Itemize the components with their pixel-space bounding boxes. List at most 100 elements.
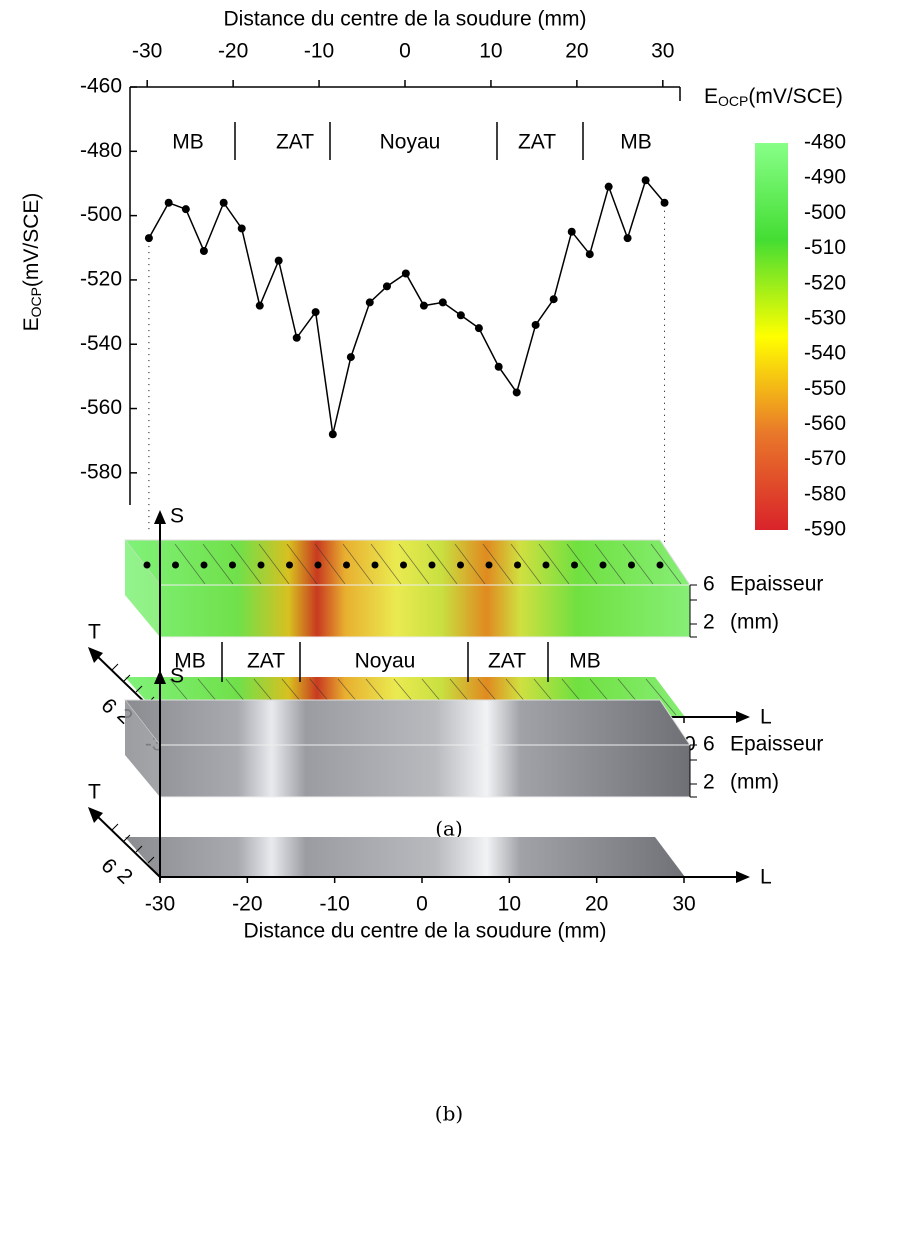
probe-point xyxy=(229,561,236,569)
point xyxy=(199,246,208,255)
tick xyxy=(135,685,143,693)
point xyxy=(660,198,669,207)
colorbar-tick-label: -520 xyxy=(804,271,846,294)
x-axis-title: Distance du centre de la soudure (mm) xyxy=(224,8,587,31)
contour-line xyxy=(370,543,402,585)
point xyxy=(144,234,153,243)
arrow xyxy=(154,670,166,684)
point xyxy=(474,324,483,333)
point xyxy=(237,224,246,233)
probe-point xyxy=(457,561,464,569)
contour-line xyxy=(454,543,486,585)
depth-tick-label: 2 xyxy=(112,864,137,889)
colorbar-tick-label: -570 xyxy=(804,447,846,470)
point xyxy=(419,301,428,310)
point xyxy=(164,198,173,207)
y-tick-label: -560 xyxy=(80,396,122,419)
slab-front xyxy=(159,744,691,798)
point xyxy=(641,176,650,185)
arrow xyxy=(736,871,750,883)
tick xyxy=(123,674,131,682)
thickness-tick-label: 2 xyxy=(703,611,715,634)
colorbar-tick-label: -480 xyxy=(804,131,846,154)
axis-letter: L xyxy=(760,866,772,889)
probe-point xyxy=(314,561,322,569)
slab-front xyxy=(159,584,691,638)
axis-letter: T xyxy=(88,781,101,804)
axis-letter: S xyxy=(170,505,184,528)
colorbar-tick-label: -490 xyxy=(804,166,846,189)
contour-line xyxy=(510,543,542,585)
point xyxy=(512,388,521,397)
x-tick-label: -10 xyxy=(319,893,349,916)
point xyxy=(311,308,320,317)
point xyxy=(567,227,576,236)
axis-letter: L xyxy=(760,706,772,729)
colorbar xyxy=(755,143,788,530)
region-label: Noyau xyxy=(355,650,416,673)
point xyxy=(365,298,374,307)
probe-point xyxy=(599,561,607,569)
point xyxy=(382,282,391,291)
contour-line xyxy=(594,543,626,585)
point xyxy=(292,333,301,342)
colorbar-tick-label: -500 xyxy=(804,201,846,224)
y-axis-title: EOCP(mV/SCE) xyxy=(20,193,44,332)
slab-side xyxy=(125,540,160,637)
point xyxy=(456,311,465,320)
probe-point xyxy=(656,561,664,569)
x-tick-label: -20 xyxy=(218,40,248,63)
thickness-label: Epaisseur xyxy=(730,733,823,756)
slab-bottom xyxy=(125,837,685,877)
probe-point xyxy=(371,561,379,569)
point xyxy=(328,430,337,439)
contour-line xyxy=(286,543,318,585)
region-label: ZAT xyxy=(488,650,526,673)
point xyxy=(623,234,632,243)
tick xyxy=(111,823,119,831)
y-tick-label: -460 xyxy=(80,75,122,98)
point xyxy=(274,256,283,265)
probe-point xyxy=(200,561,208,569)
contour-line xyxy=(174,543,206,585)
probe-point xyxy=(343,561,350,569)
x-tick-label: 20 xyxy=(585,893,608,916)
probe-point xyxy=(400,561,407,569)
point xyxy=(346,353,355,362)
contour-line xyxy=(398,543,430,585)
region-label: ZAT xyxy=(276,131,314,154)
colorbar-tick-label: -560 xyxy=(804,412,846,435)
y-tick-label: -520 xyxy=(80,267,122,290)
region-label: MB xyxy=(174,650,206,673)
tick xyxy=(135,845,143,853)
colorbar-tick-label: -540 xyxy=(804,342,846,365)
probe-point xyxy=(628,561,635,569)
y-tick-label: -480 xyxy=(80,139,122,162)
contour-line xyxy=(314,543,346,585)
probe-point xyxy=(257,561,265,569)
contour-line xyxy=(202,543,234,585)
colorbar-tick-label: -510 xyxy=(804,236,846,259)
point xyxy=(585,250,594,259)
x-tick-label: 10 xyxy=(498,893,521,916)
t-axis xyxy=(95,814,161,878)
point xyxy=(531,320,540,329)
probe-point xyxy=(428,561,436,569)
colorbar-title-sub: OCP xyxy=(718,93,748,109)
y-axis-title-main: E xyxy=(20,317,43,331)
line xyxy=(148,178,666,435)
y-tick-label: -540 xyxy=(80,332,122,355)
point xyxy=(401,269,410,278)
contour-line xyxy=(230,543,262,585)
point xyxy=(181,205,190,214)
colorbar-tick-label: -550 xyxy=(804,377,846,400)
point xyxy=(255,301,264,310)
thickness-label: Epaisseur xyxy=(730,573,823,596)
axis-letter: S xyxy=(170,665,184,688)
x-tick-label: 0 xyxy=(416,893,428,916)
region-label: MB xyxy=(620,131,652,154)
x-tick-label: -30 xyxy=(132,40,162,63)
point xyxy=(549,295,558,304)
x-axis-title: Distance du centre de la soudure (mm) xyxy=(244,920,607,943)
